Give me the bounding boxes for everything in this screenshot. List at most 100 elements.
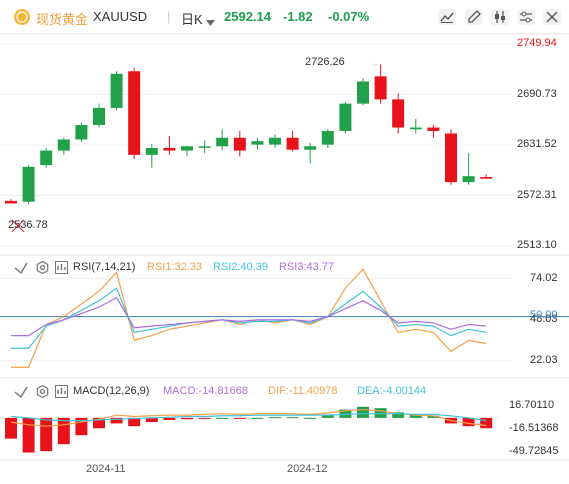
chevron-down-icon[interactable]	[206, 13, 215, 31]
macd-histogram-bar	[427, 415, 440, 418]
settings-icon[interactable]	[516, 8, 536, 31]
rsi-series	[0, 268, 569, 368]
macd-histogram-bar	[110, 417, 123, 424]
instrument-symbol: XAUUSD	[93, 9, 148, 24]
candle-body	[145, 148, 158, 155]
min-price-annotation: 2536.78	[8, 218, 48, 231]
price-tick-label: 2631.52	[517, 138, 557, 150]
eye-icon[interactable]	[14, 261, 28, 279]
macd-title: MACD(12,26,9)	[73, 385, 150, 397]
candle-body	[5, 200, 17, 204]
macd-histogram-bar	[462, 417, 475, 427]
candle-body	[163, 148, 176, 151]
macd-histogram-bar	[269, 417, 281, 419]
candle-body	[462, 176, 475, 183]
macd-tick-label: -49.72845	[509, 445, 559, 458]
candle-body	[216, 137, 229, 147]
candle-body	[409, 127, 422, 130]
macd-histogram-bar	[93, 417, 105, 429]
macd-histogram-bar	[145, 417, 158, 423]
macd-histogram-bar	[321, 414, 334, 418]
macd-histogram-bar	[198, 417, 211, 419]
macd-histogram-bar	[5, 417, 17, 439]
x-axis-label: 2024-12	[287, 463, 328, 475]
rsi-tick-label: 22.03	[530, 353, 558, 366]
price-tick-label: 2690.73	[517, 87, 557, 100]
min-cross-marker	[11, 219, 25, 233]
last-price: 2592.14	[224, 9, 271, 24]
macd-histogram-bar	[128, 417, 141, 427]
dif-legend: DIF:-11.40978	[268, 385, 338, 397]
candle-body	[286, 137, 299, 150]
macd-histogram-bar	[251, 417, 264, 419]
candle-body	[40, 150, 53, 166]
gear-icon[interactable]	[36, 260, 49, 279]
candle-body	[93, 107, 105, 125]
gear-icon[interactable]	[36, 384, 49, 403]
rsi-reference-label: 50.00	[530, 308, 558, 321]
candle-body	[251, 141, 264, 145]
price-tick-label: 2749.94	[517, 37, 557, 49]
rsi-line-2	[11, 287, 487, 349]
chart-header: 现货黄金 XAUUSD | 日K 2592.14 -1.82 -0.07%	[0, 0, 569, 34]
macd-series	[0, 406, 500, 453]
macd-tick-label: 16.70110	[509, 399, 555, 412]
indicators-icon[interactable]	[490, 8, 510, 31]
candle-body	[110, 73, 123, 108]
rsi-tick-label: 74.02	[530, 271, 558, 284]
candle-body	[374, 76, 387, 100]
macd-histogram-bar	[409, 414, 422, 418]
rsi-legend-1: RSI1:32.33	[147, 261, 203, 273]
macd-histogram-bar	[22, 417, 35, 453]
macd-histogram-bar	[233, 417, 246, 419]
indicator-settings-icon[interactable]	[55, 261, 68, 279]
price-tick-label: 2572.31	[517, 188, 557, 201]
candle-body	[181, 146, 193, 151]
macd-histogram-bar	[163, 417, 176, 420]
x-axis-label: 2024-11	[86, 463, 126, 475]
price-change-percent: -0.07%	[328, 9, 370, 24]
candle-body	[128, 71, 141, 155]
macd-histogram-bar	[392, 412, 405, 418]
candle-body	[427, 127, 440, 131]
candle-body	[357, 81, 369, 104]
indicator-settings-icon[interactable]	[55, 385, 68, 403]
macd-histogram-bar	[57, 417, 70, 445]
rsi-legend-2: RSI2:40.39	[213, 261, 269, 273]
candle-body	[339, 103, 352, 131]
rsi-title: RSI(7,14,21)	[73, 261, 136, 273]
header-divider: |	[167, 9, 171, 24]
rsi-tick-label: 48.03	[530, 312, 558, 325]
candle-body	[75, 124, 88, 140]
gold-coin-icon	[13, 8, 31, 31]
candlestick-series	[5, 63, 493, 233]
rsi-legend-3: RSI3:43.77	[279, 261, 335, 273]
macd-tick-label: -16.51368	[509, 422, 559, 435]
macd-legend: MACD:-14.81668	[163, 385, 248, 397]
rsi-line-1	[11, 268, 487, 368]
line-chart-icon[interactable]	[437, 8, 457, 31]
candle-body	[233, 137, 246, 151]
macd-histogram-bar	[304, 417, 317, 419]
dea-legend: DEA:-4.00144	[357, 385, 427, 397]
candle-body	[445, 133, 457, 183]
macd-histogram-bar	[216, 417, 229, 419]
price-tick-label: 2513.10	[517, 239, 557, 251]
candle-body	[480, 177, 493, 179]
candle-body	[22, 166, 35, 202]
macd-histogram-bar	[286, 417, 299, 419]
candle-body	[269, 137, 281, 145]
macd-histogram-bar	[339, 409, 352, 418]
drawing-tools-icon[interactable]	[464, 8, 484, 31]
instrument-title: 现货黄金	[36, 12, 89, 27]
eye-icon[interactable]	[14, 385, 28, 403]
period-selector[interactable]: 日K	[181, 12, 203, 27]
candle-body	[57, 139, 70, 151]
fullscreen-icon[interactable]	[542, 8, 562, 31]
macd-histogram-bar	[181, 417, 193, 420]
price-change: -1.82	[283, 9, 313, 24]
grid-lines	[0, 43, 512, 362]
candle-body	[321, 130, 334, 145]
macd-histogram-bar	[374, 408, 387, 418]
